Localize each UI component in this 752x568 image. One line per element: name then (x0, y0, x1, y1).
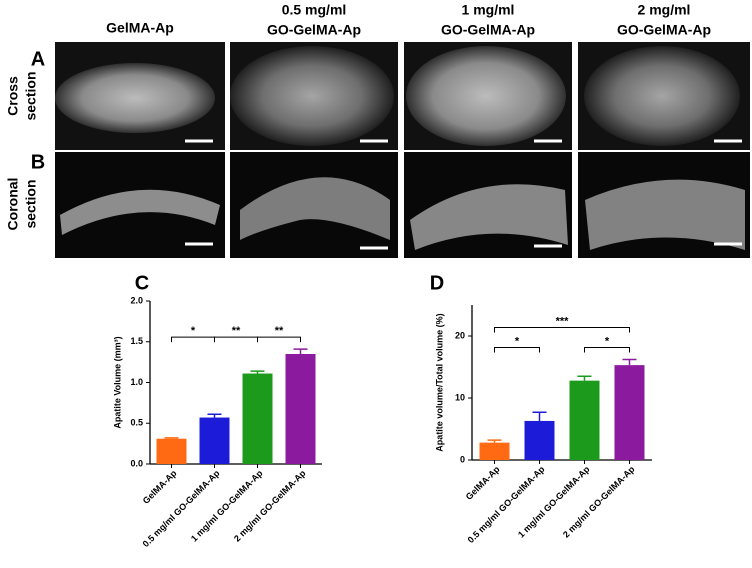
panel-label: A (31, 48, 45, 70)
image (410, 184, 568, 250)
significance-bracket (214, 336, 258, 343)
y-tick-label: 0.5 (130, 418, 143, 428)
row-label: section (23, 179, 39, 228)
y-tick-label: 2.0 (130, 295, 143, 305)
image (585, 179, 745, 250)
significance-label: *** (556, 315, 570, 327)
row-label: Cross (5, 76, 21, 116)
x-tick-label: GelMA-Ap (141, 468, 179, 506)
significance-label: * (605, 335, 610, 347)
column-header: GelMA-Ap (106, 20, 174, 36)
panel-label: D (430, 272, 444, 294)
image (230, 46, 394, 146)
bar (524, 420, 555, 460)
bar (199, 417, 230, 464)
row-label: section (23, 71, 39, 120)
image (406, 46, 566, 146)
significance-bracket (494, 327, 630, 333)
significance-label: * (191, 325, 196, 337)
significance-label: ** (275, 325, 284, 337)
error-bar (250, 370, 265, 374)
x-tick-label: 2 mg/ml GO-GelMA-Ap (232, 468, 308, 544)
column-header: 0.5 mg/ml (282, 2, 347, 18)
bar (242, 373, 273, 464)
panel-label: B (31, 151, 45, 173)
significance-bracket (584, 347, 630, 353)
y-tick-label: 1.5 (130, 336, 143, 346)
y-tick-label: 0.0 (130, 458, 143, 468)
x-tick-label: 0.5 mg/ml GO-GelMA-Ap (466, 464, 547, 545)
scale-bars (185, 139, 742, 250)
column-header: GO-GelMA-Ap (617, 22, 711, 38)
row-label: Coronal (5, 178, 21, 231)
image (240, 177, 390, 240)
error-bar (293, 348, 308, 354)
column-header: 1 mg/ml (462, 2, 515, 18)
x-tick-label: GelMA-Ap (464, 464, 502, 502)
error-bar (487, 439, 502, 443)
x-tick-label: 1 mg/ml GO-GelMA-Ap (189, 468, 265, 544)
significance-bracket (257, 336, 301, 343)
bar (156, 438, 187, 464)
column-header: GO-GelMA-Ap (441, 22, 535, 38)
y-tick-label: 20 (455, 330, 465, 340)
bar (285, 353, 316, 464)
error-bar (164, 437, 179, 439)
significance-bracket (171, 336, 215, 343)
bar (614, 365, 645, 460)
y-axis-label: Apatite Volume (mm³) (112, 336, 122, 428)
error-bar (532, 411, 547, 421)
column-header: GO-GelMA-Ap (267, 22, 361, 38)
significance-bracket (494, 347, 540, 353)
y-tick-label: 10 (455, 392, 465, 402)
panel-label: C (135, 272, 149, 294)
y-tick-label: 1.0 (130, 377, 143, 387)
error-bar (622, 358, 637, 366)
image (60, 189, 220, 235)
y-axis-label: Apatite volume/Total volume (%) (434, 313, 444, 451)
bar (569, 380, 600, 460)
error-bar (577, 375, 592, 381)
error-bar (207, 413, 222, 418)
significance-label: ** (232, 325, 241, 337)
micro-ct-images (55, 42, 750, 258)
x-tick-label: 0.5 mg/ml GO-GelMA-Ap (141, 468, 222, 549)
image (55, 63, 215, 133)
significance-label: * (515, 335, 520, 347)
image (584, 46, 740, 146)
bar (479, 442, 510, 460)
y-tick-label: 0 (460, 454, 465, 464)
column-header: 2 mg/ml (638, 2, 691, 18)
